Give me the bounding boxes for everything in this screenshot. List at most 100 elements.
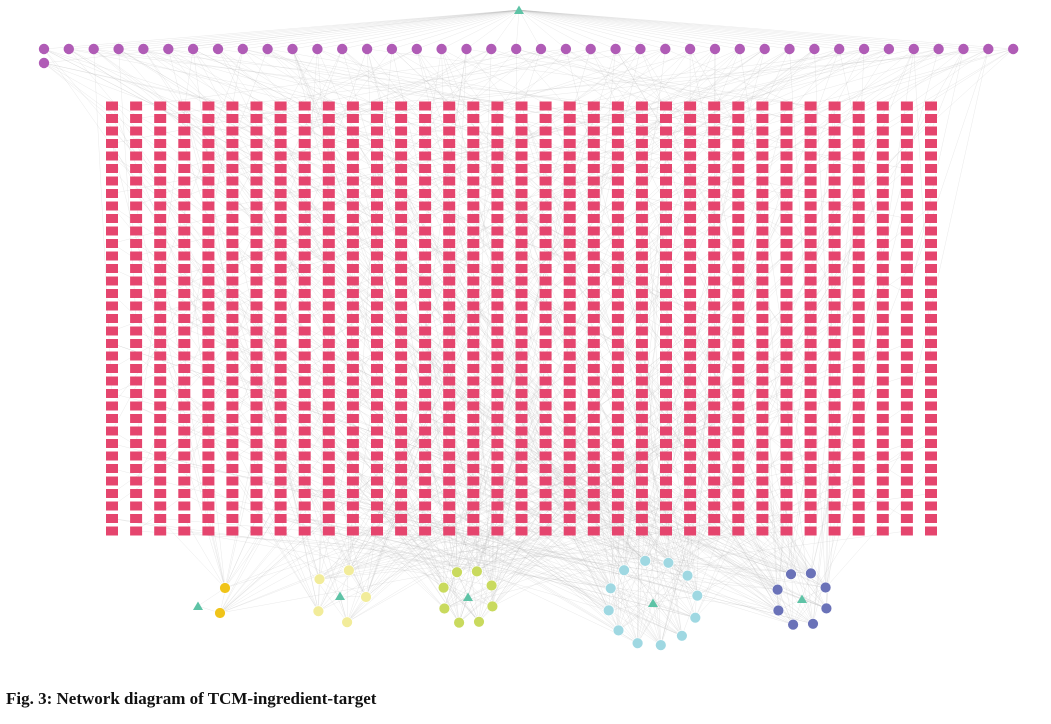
target-node-MAPK1-BAX [298,176,311,186]
target-node-PPARG-AHR [587,126,600,136]
target-node-IL6-INS [154,351,167,361]
target-node-IL6-F2 [154,301,167,311]
target-node-MAPK3-CYP3A4 [371,264,383,273]
target-node-MAPK3-AR [371,164,383,173]
target-node-STAT3-MAPT [346,376,359,386]
target-node-TNF-CHEK1 [130,226,143,236]
target-node-PPARG-DPP4 [587,276,600,286]
target-node-FOS-DPP4 [539,276,552,286]
target-node-MMP9-NOS2 [515,389,528,398]
target-node-PTEN-ALB [828,139,841,148]
target-node-HIF1A-APP [563,151,576,161]
target-node-CCND1-IGF1 [467,339,480,348]
target-node-MAPK8-APP [635,151,648,161]
target-node-SRC-TOP2A [852,489,865,498]
ingredient-node-MOL5 [138,43,149,55]
target-node-IL6-PRKCA [154,439,167,448]
target-node-CDKN1A-VCAM1 [804,501,817,511]
target-node-ICAM1-MPO [780,526,793,536]
cluster-node-C29 [819,581,832,594]
target-node-NFKBIA-CDK1 [900,214,913,223]
cluster-3 [437,565,499,629]
target-node-PTGS2-PRKCA [250,439,263,448]
target-node-MAPK1-TOP2A [298,489,311,498]
target-node-HIF1A-NR3C1 [563,401,576,411]
target-node-TNF-HMOX1 [130,326,143,336]
target-node-PTEN-PGR [828,414,841,423]
target-node-CASP8-CDK1 [660,214,672,223]
target-node-CASP8-PRKCA [660,439,672,448]
target-node-MMP9-CAT [515,189,528,198]
target-node-CXCL8-INS [491,351,504,361]
target-node-IL1B-EDN1 [443,289,456,298]
ingredient-node-MOL11 [287,43,298,55]
target-node-ESR1-DPP4 [395,276,408,286]
target-node-ERBB2-ADRB2 [876,114,889,123]
target-node-FOS-NR3C1 [539,401,552,411]
target-node-AKT1-MPO [106,526,118,536]
cluster-node-C1 [219,582,231,594]
target-node-HSP90AA1-BAX [925,176,937,186]
target-node-IL1B-SLC6A4 [443,476,456,486]
target-node-NFKBIA-APP [900,151,913,161]
target-node-CDKN1A-GSK3B [804,314,817,323]
target-node-SRC-VCAM1 [852,501,865,511]
target-node-TP53-XDH [226,514,239,523]
target-node-MYC-CHEK1 [419,226,432,236]
target-node-MMP2-XDH [756,514,769,523]
target-node-HIF1A-CAT [563,189,576,198]
target-node-IL6-RXRA [154,451,167,461]
target-node-MAPK1-AR [298,164,311,173]
target-node-MAPK3-ALB [371,139,383,148]
target-node-CXCL8-APP [491,151,504,161]
target-node-ESR1-NR3C1 [395,401,408,411]
cluster-hub-triangle-H1 [193,601,203,610]
target-node-ESR1-CDK1 [395,214,408,223]
target-node-MAPK3-MAPT [371,376,383,386]
target-node-AKT1-MAPT [106,376,118,386]
target-node-MAPK1-APP [298,151,311,161]
target-node-SRC-APP [852,151,865,161]
target-node-MMP2-VCAM1 [756,501,769,511]
target-node-PPARG-SLC6A4 [587,476,600,486]
target-node-SRC-PGR [852,414,865,423]
target-node-HSP90AA1-INS [925,351,937,361]
target-node-VEGFA-F2 [178,301,191,311]
target-node-MYC-GSK3B [419,314,432,323]
target-node-HSP90AA1-CHRM1 [925,239,937,248]
target-node-PTEN-SLC6A4 [828,476,841,486]
cluster-node-C10 [486,600,499,613]
target-node-MMP9-MAPT [515,376,528,386]
target-node-PTEN-XDH [828,514,841,523]
target-node-IL10-CYP1A1 [611,251,624,261]
target-node-ICAM1-EDN1 [780,289,793,298]
target-node-MYC-CDK1 [419,214,432,223]
target-node-PTEN-VCAM1 [828,501,841,511]
target-node-BCL2-NR3C1 [708,401,721,411]
target-node-MYC-HMOX1 [419,326,432,336]
target-node-MMP2-ADRB2 [756,114,769,123]
target-node-RELA-IGF1 [732,339,745,348]
target-node-MAPK1-ALB [298,139,311,148]
target-node-ERBB2-GSK3B [876,314,889,323]
target-node-IL6-PLAU [154,426,167,436]
target-node-ESR1-AHR [395,126,408,136]
target-node-BCL2-CHRM1 [708,239,721,248]
target-node-JUN-RXRA [274,451,287,461]
target-node-AKT1-PGR [106,414,118,423]
target-node-HSP90AA1-APP [925,151,937,161]
target-node-IL6-ADRB2 [154,114,167,123]
target-node-IL10-ADRB2 [611,114,624,123]
target-node-MAPK3-BAX [371,176,383,186]
target-node-JUN-PRKCA [274,439,287,448]
ingredient-node-MOL23 [585,43,596,55]
target-node-MMP9-DPP4 [515,276,528,286]
target-node-BCL2-MPO [708,526,721,536]
target-node-IL10-CYP3A4 [611,264,624,273]
target-node-PPARG-CHRM1 [587,239,600,248]
target-node-NOS3-VCAM1 [684,501,697,511]
target-node-NFKBIA-MAPT [900,376,913,386]
target-node-ERBB2-CAT [876,189,889,198]
target-node-JUN-EDN1 [274,289,287,298]
target-node-AKT1-CAT [106,189,118,198]
